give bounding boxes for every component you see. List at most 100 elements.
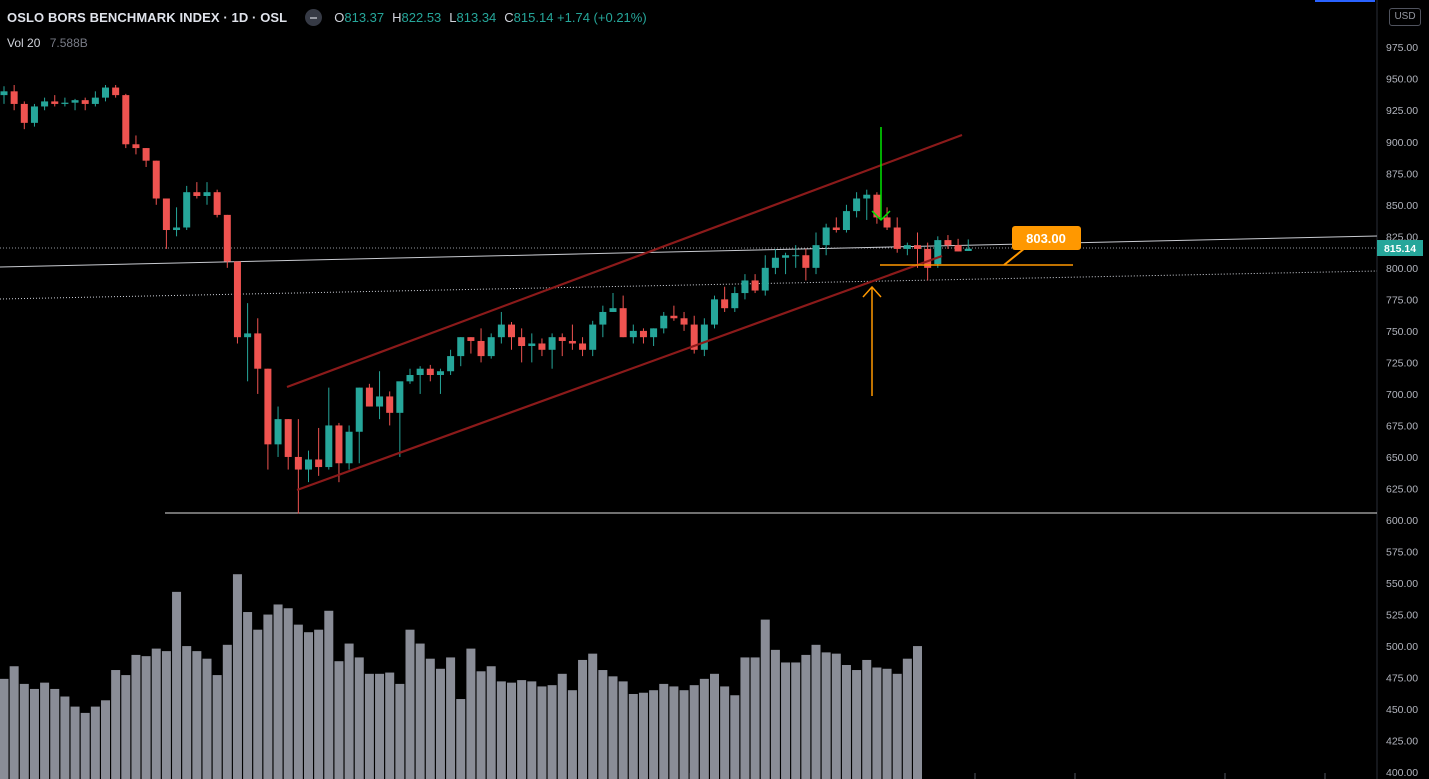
candle-body[interactable] bbox=[660, 315, 668, 329]
callout-box[interactable] bbox=[1012, 226, 1081, 250]
candle-body[interactable] bbox=[528, 343, 536, 347]
candle-body[interactable] bbox=[264, 368, 272, 445]
candle-body[interactable] bbox=[355, 387, 363, 432]
candle-body[interactable] bbox=[639, 330, 647, 338]
candle-body[interactable] bbox=[731, 293, 739, 309]
candle-body[interactable] bbox=[619, 308, 627, 338]
candle-body[interactable] bbox=[142, 148, 150, 161]
candle-body[interactable] bbox=[853, 198, 861, 212]
candle-body[interactable] bbox=[944, 240, 952, 246]
candle-body[interactable] bbox=[244, 333, 252, 338]
currency-badge[interactable]: USD bbox=[1389, 8, 1421, 26]
candle-body[interactable] bbox=[721, 299, 729, 309]
candle-body[interactable] bbox=[30, 106, 38, 123]
candle-body[interactable] bbox=[203, 192, 211, 196]
candle-body[interactable] bbox=[782, 255, 790, 258]
candle-body[interactable] bbox=[457, 337, 465, 357]
candle-body[interactable] bbox=[761, 267, 769, 291]
candle-body[interactable] bbox=[61, 102, 69, 104]
channel-upper-line[interactable] bbox=[286, 133, 963, 389]
candle-body[interactable] bbox=[741, 280, 749, 294]
channel-lower-line[interactable] bbox=[296, 254, 943, 492]
candle-body[interactable] bbox=[274, 419, 282, 445]
candle-body[interactable] bbox=[629, 330, 637, 338]
candle-body[interactable] bbox=[497, 324, 505, 338]
candle-body[interactable] bbox=[751, 280, 759, 291]
candle-body[interactable] bbox=[91, 97, 99, 104]
candle-body[interactable] bbox=[102, 87, 109, 98]
candle-body[interactable] bbox=[152, 160, 160, 199]
candle-body[interactable] bbox=[579, 343, 587, 350]
candle-body[interactable] bbox=[81, 100, 89, 104]
candle-body[interactable] bbox=[487, 337, 495, 357]
candle-body[interactable] bbox=[213, 192, 221, 215]
candle-body[interactable] bbox=[934, 240, 942, 265]
candle-body[interactable] bbox=[335, 425, 343, 464]
candle-body[interactable] bbox=[132, 144, 140, 149]
candle-body[interactable] bbox=[589, 324, 597, 350]
candle-body[interactable] bbox=[914, 245, 921, 249]
candle-body[interactable] bbox=[680, 318, 688, 325]
candle-body[interactable] bbox=[294, 456, 302, 470]
candle-body[interactable] bbox=[41, 101, 49, 107]
candle-body[interactable] bbox=[822, 227, 830, 246]
candle-body[interactable] bbox=[832, 227, 840, 231]
candle-body[interactable] bbox=[406, 375, 414, 382]
candle-body[interactable] bbox=[954, 245, 962, 252]
candle-body[interactable] bbox=[650, 328, 658, 338]
candle-body[interactable] bbox=[568, 340, 576, 344]
candle-body[interactable] bbox=[893, 227, 901, 249]
candle-body[interactable] bbox=[325, 425, 333, 468]
candle-body[interactable] bbox=[670, 315, 678, 319]
candle-body[interactable] bbox=[548, 337, 556, 350]
candle-body[interactable] bbox=[233, 261, 241, 338]
candle-body[interactable] bbox=[863, 194, 871, 199]
candle-body[interactable] bbox=[447, 356, 455, 372]
candle-body[interactable] bbox=[903, 245, 911, 249]
candle-body[interactable] bbox=[162, 198, 170, 231]
candle-body[interactable] bbox=[284, 419, 292, 457]
candle-body[interactable] bbox=[792, 255, 800, 257]
candle-body[interactable] bbox=[690, 324, 698, 350]
candle-body[interactable] bbox=[20, 103, 28, 123]
candle-body[interactable] bbox=[396, 381, 404, 413]
candle-body[interactable] bbox=[538, 343, 546, 350]
candle-body[interactable] bbox=[254, 333, 262, 369]
candle-body[interactable] bbox=[426, 368, 434, 376]
candle-body[interactable] bbox=[802, 255, 810, 268]
candle-body[interactable] bbox=[558, 337, 566, 341]
candle-body[interactable] bbox=[964, 248, 972, 251]
volume-label[interactable]: Vol 20 bbox=[7, 36, 41, 50]
candle-body[interactable] bbox=[51, 101, 59, 104]
candle-body[interactable] bbox=[193, 192, 201, 196]
candle-body[interactable] bbox=[924, 248, 932, 268]
candle-body[interactable] bbox=[700, 324, 708, 350]
candle-body[interactable] bbox=[842, 211, 850, 231]
candle-body[interactable] bbox=[416, 368, 424, 376]
candle-body[interactable] bbox=[183, 192, 191, 228]
symbol-title[interactable]: OSLO BORS BENCHMARK INDEX · 1D · OSL bbox=[7, 10, 288, 25]
candle-body[interactable] bbox=[122, 95, 130, 145]
candle-body[interactable] bbox=[71, 100, 79, 103]
candle-body[interactable] bbox=[365, 387, 373, 407]
candle-body[interactable] bbox=[467, 337, 475, 341]
candle-body[interactable] bbox=[711, 299, 718, 325]
candle-body[interactable] bbox=[305, 459, 312, 470]
candle-body[interactable] bbox=[518, 337, 526, 347]
candle-body[interactable] bbox=[173, 227, 181, 231]
candle-body[interactable] bbox=[873, 194, 881, 218]
candle-body[interactable] bbox=[771, 257, 779, 268]
candle-body[interactable] bbox=[477, 340, 485, 357]
candle-body[interactable] bbox=[386, 396, 394, 413]
candle-body[interactable] bbox=[883, 217, 891, 228]
candle-body[interactable] bbox=[599, 311, 607, 325]
candle-body[interactable] bbox=[345, 431, 353, 464]
candle-body[interactable] bbox=[315, 459, 323, 468]
candle-body[interactable] bbox=[376, 396, 384, 407]
candle-body[interactable] bbox=[508, 324, 515, 338]
candle-body[interactable] bbox=[436, 371, 444, 376]
candle-body[interactable] bbox=[10, 91, 18, 104]
candle-body[interactable] bbox=[609, 308, 617, 312]
candle-body[interactable] bbox=[112, 87, 120, 96]
